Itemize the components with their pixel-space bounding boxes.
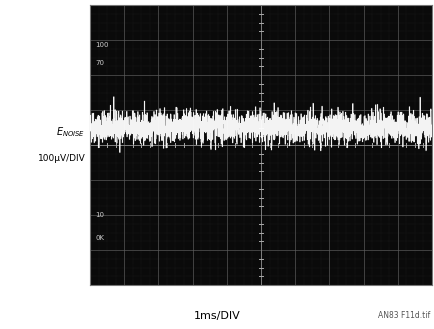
Text: 0K: 0K <box>95 235 104 241</box>
Text: 100μV/DIV: 100μV/DIV <box>38 154 85 163</box>
Text: $E_{NOISE}$: $E_{NOISE}$ <box>56 125 85 139</box>
Text: 70: 70 <box>95 60 104 66</box>
Text: 100: 100 <box>95 42 108 48</box>
Text: 1ms/DIV: 1ms/DIV <box>194 311 240 321</box>
Text: AN83 F11d.tif: AN83 F11d.tif <box>378 311 430 320</box>
Text: 10: 10 <box>95 212 104 218</box>
